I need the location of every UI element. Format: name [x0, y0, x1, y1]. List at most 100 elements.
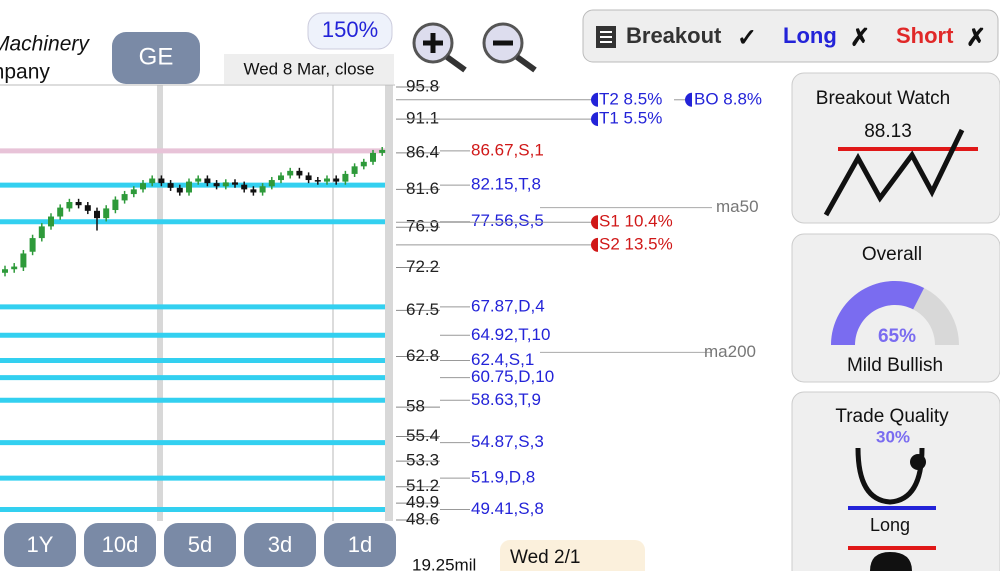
candle-body	[186, 181, 192, 193]
candle-body	[2, 269, 8, 273]
target-label: T2 8.5%	[599, 89, 662, 108]
company-name: Machinery	[0, 33, 90, 56]
target-marker	[591, 237, 598, 252]
y-tick-label: 62.8	[406, 346, 439, 365]
level-label: 58.63,T,9	[471, 390, 541, 409]
level-label: 49.41,S,8	[471, 499, 544, 518]
breakout-target-label: BO 8.8%	[694, 89, 762, 108]
ma-label: ma200	[704, 342, 756, 361]
level-label: 86.67,S,1	[471, 140, 544, 159]
period-label: 1Y	[27, 532, 54, 557]
y-tick-label: 95.8	[406, 76, 439, 95]
level-label: 54.87,S,3	[471, 432, 544, 451]
ticker-button[interactable]	[112, 32, 200, 84]
target-label: S2 13.5%	[599, 234, 673, 253]
period-label: 10d	[102, 532, 139, 557]
candle-body	[296, 170, 303, 176]
short-mark: ✗	[966, 24, 986, 51]
candle-body	[130, 189, 137, 195]
date: Wed 8 Mar, close	[243, 59, 374, 78]
y-tick-label: 55.4	[406, 426, 439, 445]
y-tick-label: 51.2	[406, 476, 439, 495]
gauge-value: 65%	[878, 326, 916, 347]
period-button[interactable]	[4, 523, 76, 567]
candle-body	[48, 216, 54, 227]
candle-body	[112, 199, 119, 211]
breakout-icon	[823, 128, 965, 217]
card[interactable]	[791, 391, 1000, 576]
y-tick-label: 76.9	[406, 217, 439, 236]
plot-area	[0, 85, 395, 521]
breakout-mark: ✓	[737, 24, 757, 51]
ma-label: ma50	[716, 197, 759, 216]
period-label: 5d	[188, 532, 212, 557]
card-title: Trade Quality	[835, 406, 949, 427]
y-tick-label: 81.6	[406, 179, 439, 198]
candle-body	[287, 170, 294, 176]
candle-body	[250, 189, 257, 193]
period-button[interactable]	[84, 523, 156, 567]
level-label: 67.87,D,4	[471, 296, 545, 315]
candle-body	[314, 180, 321, 182]
quality-icon	[855, 447, 925, 505]
y-tick-label: 91.1	[406, 109, 439, 128]
candle-body	[11, 266, 18, 270]
candle-body	[195, 178, 202, 182]
y-tick-label: 53.3	[406, 451, 439, 470]
period-button[interactable]	[324, 523, 396, 567]
quality-icon	[870, 552, 912, 571]
level-label: 82.15,T,8	[471, 175, 541, 194]
candle-body	[342, 173, 349, 182]
long-mark: ✗	[850, 24, 870, 51]
y-tick-label: 72.2	[406, 257, 439, 276]
candle-body	[149, 178, 156, 184]
tooltip: Wed 2/1	[510, 547, 580, 568]
candle-body	[232, 182, 238, 185]
y-tick-label: 49.9	[406, 493, 439, 512]
candle-body	[103, 208, 110, 219]
long-label: Long	[783, 23, 837, 48]
candle-body	[360, 161, 367, 167]
card-text: Long	[870, 515, 910, 535]
short-label: Short	[896, 23, 954, 48]
breakout-label: Breakout	[626, 23, 722, 48]
candle-body	[176, 187, 183, 193]
period-label: 3d	[268, 532, 292, 557]
candle-body	[158, 178, 165, 184]
quality-value: 30%	[876, 427, 910, 446]
candle-body	[259, 186, 266, 193]
company-name: Company	[0, 61, 50, 84]
target-marker	[591, 92, 598, 107]
candle-body	[167, 183, 174, 188]
card-title: Breakout Watch	[816, 88, 950, 109]
candle-body	[213, 183, 220, 187]
candle-body	[351, 166, 358, 174]
gauge-fill	[831, 281, 925, 345]
date-box	[224, 54, 394, 84]
card-value: 88.13	[864, 121, 912, 142]
candle-body	[20, 253, 27, 268]
candle-body	[370, 152, 376, 162]
level-label: 62.4,S,1	[471, 350, 534, 369]
y-tick-label: 58	[406, 397, 425, 416]
level-label: 51.9,D,8	[471, 468, 535, 487]
period-button[interactable]	[164, 523, 236, 567]
period-button[interactable]	[244, 523, 316, 567]
candle-body	[278, 175, 284, 181]
candle-body	[268, 180, 275, 187]
period-label: 1d	[348, 532, 372, 557]
y-tick-label: 67.5	[406, 300, 439, 319]
candle-body	[204, 178, 211, 184]
candle-body	[38, 226, 45, 239]
candle-body	[241, 184, 248, 190]
menu-icon[interactable]	[596, 26, 616, 48]
candle-body	[305, 175, 312, 181]
target-label: S1 10.4%	[599, 212, 673, 231]
y-tick-label: 86.4	[406, 142, 439, 161]
zoom-in[interactable]	[412, 22, 467, 73]
quality-ball	[910, 454, 926, 470]
zoom-out[interactable]	[482, 22, 537, 73]
level-label: 64.92,T,10	[471, 325, 550, 344]
zoom-level[interactable]	[307, 12, 393, 50]
